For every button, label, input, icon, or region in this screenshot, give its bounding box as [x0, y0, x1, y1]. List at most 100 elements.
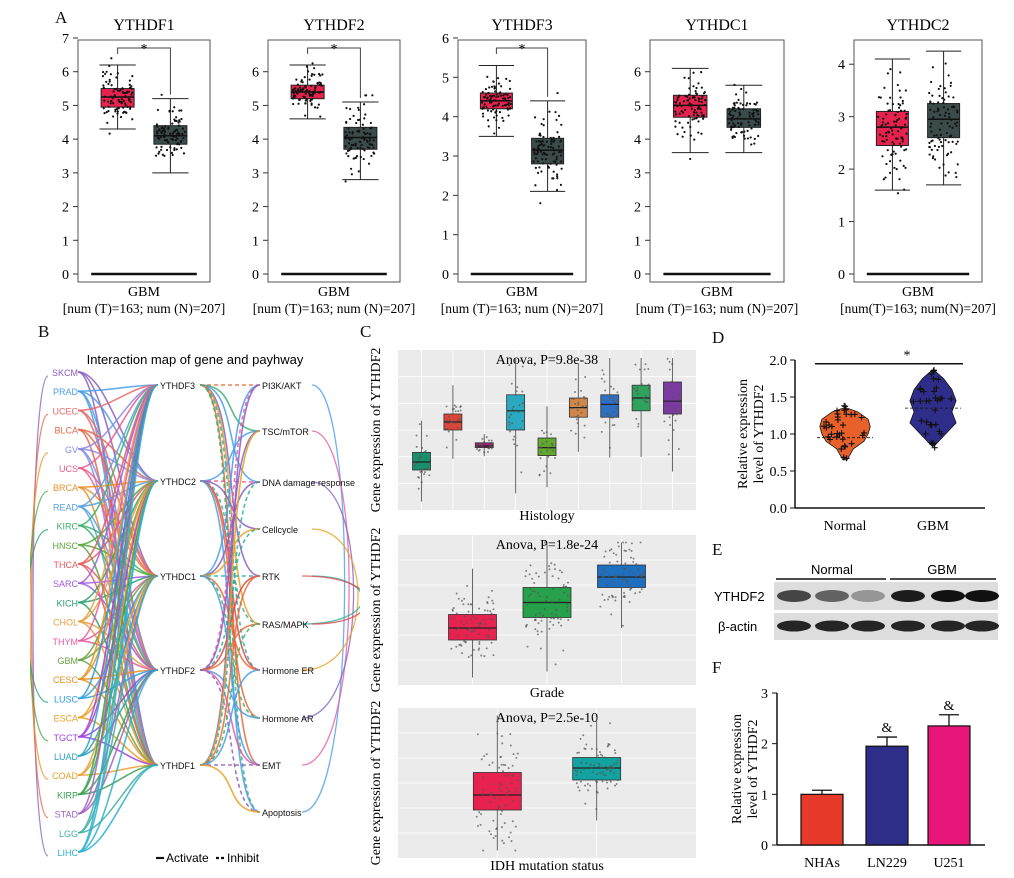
data-point [937, 136, 940, 139]
data-point [114, 110, 117, 113]
data-point [605, 779, 608, 782]
cancer-cancer-link [30, 452, 49, 780]
data-point [123, 110, 126, 113]
data-point [577, 401, 580, 404]
data-point [500, 85, 503, 88]
data-point [491, 94, 494, 97]
data-point [697, 105, 700, 108]
data-point [173, 106, 176, 109]
data-point [494, 835, 497, 838]
data-point [107, 82, 110, 86]
data-point [601, 780, 604, 783]
data-point [163, 135, 166, 139]
data-point [536, 633, 539, 636]
data-point [733, 106, 736, 110]
data-point [467, 610, 470, 613]
data-point [511, 820, 514, 823]
data-point [946, 121, 949, 125]
data-point [534, 613, 537, 616]
data-point [350, 143, 353, 147]
data-point [103, 112, 106, 115]
x-sublabel: [num (T)=163; num (N)=207] [63, 301, 226, 316]
data-point [106, 121, 109, 124]
data-point [632, 398, 635, 401]
data-point [129, 106, 132, 109]
data-point [361, 123, 364, 126]
panel-b-network: Interaction map of gene and payhwaySKCMP… [30, 352, 360, 865]
data-point [483, 103, 486, 106]
data-point [619, 586, 622, 589]
data-point [622, 541, 625, 544]
data-point [483, 451, 486, 454]
data-point [956, 163, 959, 166]
data-point [735, 131, 738, 135]
data-point [601, 416, 604, 419]
data-point [541, 158, 544, 161]
data-point [460, 620, 463, 623]
y-tick-label: 2.0 [770, 354, 788, 369]
data-point [160, 148, 163, 151]
data-point [600, 766, 603, 769]
data-point [749, 117, 752, 120]
data-point [546, 449, 549, 452]
data-point [677, 393, 680, 396]
data-point [606, 768, 609, 771]
data-point [508, 836, 511, 839]
data-point [549, 620, 552, 623]
data-point [576, 770, 579, 773]
data-point [550, 617, 553, 620]
data-point [542, 162, 545, 165]
data-point [674, 407, 677, 410]
data-point [302, 87, 305, 90]
data-point [939, 140, 943, 144]
data-point [344, 131, 347, 134]
gene-pathway-link [199, 669, 261, 719]
data-point [929, 108, 932, 111]
data-point [584, 397, 587, 400]
data-point [116, 72, 119, 75]
data-point [609, 778, 612, 781]
data-point [621, 578, 624, 581]
data-point [755, 101, 759, 104]
data-point [574, 378, 577, 381]
data-point [595, 808, 598, 811]
data-point [313, 67, 316, 70]
data-point [503, 774, 506, 777]
data-point [528, 573, 531, 576]
data-point [488, 99, 491, 102]
data-point [362, 147, 365, 151]
data-point [580, 389, 583, 392]
data-point [504, 764, 507, 767]
data-point [496, 104, 499, 107]
data-point [305, 88, 309, 92]
data-point [313, 89, 317, 92]
significance-mark: & [882, 721, 893, 736]
cancer-gene-link [77, 669, 159, 700]
data-point [737, 125, 741, 128]
box [600, 394, 620, 418]
data-point [304, 92, 307, 95]
data-point [421, 470, 424, 473]
data-point [728, 112, 731, 115]
data-point [956, 111, 959, 114]
data-point [567, 619, 570, 622]
data-point [937, 87, 940, 91]
data-point [613, 763, 616, 766]
data-point [180, 146, 183, 149]
y-tick-label: 2 [252, 201, 259, 216]
cancer-label: LUAD [54, 752, 79, 762]
data-point [493, 116, 496, 119]
data-point [697, 131, 700, 134]
data-point [349, 117, 352, 121]
data-point [509, 107, 512, 110]
band [965, 590, 999, 602]
y-tick-label: 0 [252, 268, 259, 283]
cancer-label: CESC [53, 675, 79, 685]
data-point [476, 447, 479, 450]
data-point [174, 129, 177, 133]
data-point [292, 90, 295, 93]
data-point [354, 156, 358, 159]
band [931, 590, 965, 602]
data-point [582, 768, 585, 771]
